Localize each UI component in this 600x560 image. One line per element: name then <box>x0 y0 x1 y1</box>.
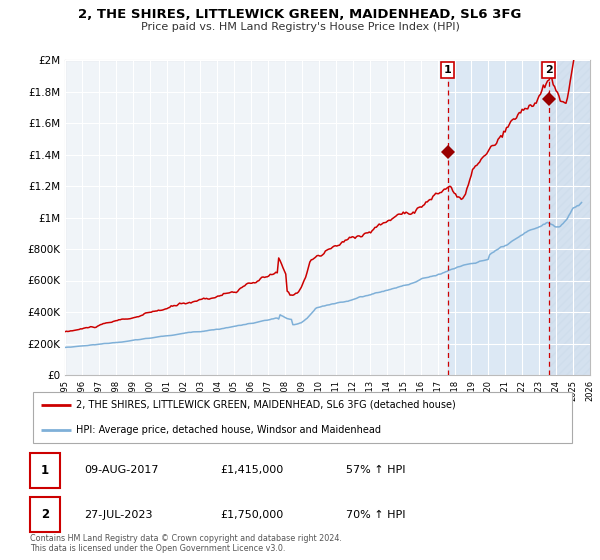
Text: 09-AUG-2017: 09-AUG-2017 <box>85 465 159 475</box>
Text: £1,415,000: £1,415,000 <box>221 465 284 475</box>
Text: 1: 1 <box>444 65 452 74</box>
Text: 2, THE SHIRES, LITTLEWICK GREEN, MAIDENHEAD, SL6 3FG: 2, THE SHIRES, LITTLEWICK GREEN, MAIDENH… <box>79 8 521 21</box>
Text: HPI: Average price, detached house, Windsor and Maidenhead: HPI: Average price, detached house, Wind… <box>76 425 382 435</box>
Bar <box>448 60 590 375</box>
Text: 27-JUL-2023: 27-JUL-2023 <box>85 510 153 520</box>
Text: 2, THE SHIRES, LITTLEWICK GREEN, MAIDENHEAD, SL6 3FG (detached house): 2, THE SHIRES, LITTLEWICK GREEN, MAIDENH… <box>76 400 456 410</box>
Bar <box>549 60 590 375</box>
FancyBboxPatch shape <box>33 392 572 443</box>
Text: 2: 2 <box>41 508 49 521</box>
Text: £1,750,000: £1,750,000 <box>221 510 284 520</box>
Text: 2: 2 <box>545 65 553 74</box>
FancyBboxPatch shape <box>30 497 60 533</box>
Text: 70% ↑ HPI: 70% ↑ HPI <box>346 510 406 520</box>
Text: Contains HM Land Registry data © Crown copyright and database right 2024.
This d: Contains HM Land Registry data © Crown c… <box>30 534 342 553</box>
Text: 1: 1 <box>41 464 49 477</box>
Text: Price paid vs. HM Land Registry's House Price Index (HPI): Price paid vs. HM Land Registry's House … <box>140 22 460 32</box>
Text: 57% ↑ HPI: 57% ↑ HPI <box>346 465 406 475</box>
FancyBboxPatch shape <box>30 452 60 488</box>
